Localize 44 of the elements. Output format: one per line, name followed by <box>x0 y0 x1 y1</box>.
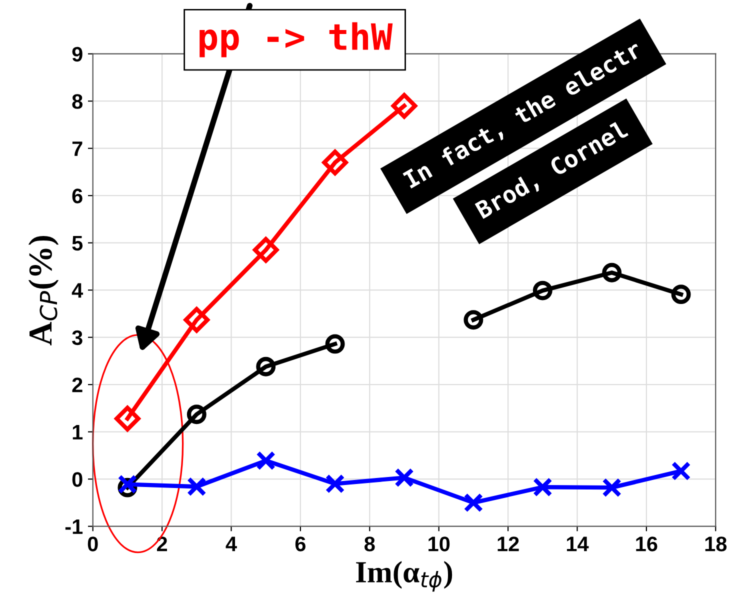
y-tick-label: 0 <box>72 472 82 487</box>
y-tick-label: 5 <box>72 236 83 251</box>
point <box>394 468 414 488</box>
point <box>464 310 484 330</box>
point <box>325 474 345 494</box>
point <box>186 476 206 496</box>
y-tick-label: 4 <box>72 283 84 298</box>
point <box>671 284 691 304</box>
point <box>256 450 276 470</box>
point <box>252 237 279 263</box>
point <box>532 280 552 300</box>
y-tick-label: 7 <box>72 142 82 156</box>
y-axis-title: A$_{CP}$(%) <box>28 236 59 346</box>
point <box>186 404 206 424</box>
point <box>602 478 622 498</box>
y-tick-label: 8 <box>72 94 82 109</box>
x-tick-label: 12 <box>498 536 519 552</box>
point <box>602 262 622 282</box>
point <box>322 150 348 176</box>
point <box>184 306 210 333</box>
point <box>391 92 418 119</box>
point <box>114 406 140 432</box>
x-tick-label: 14 <box>566 536 589 552</box>
point <box>325 334 345 354</box>
x-tick-label: 16 <box>636 536 658 552</box>
y-tick-label: -1 <box>65 520 83 534</box>
y-tick-label: 9 <box>72 46 82 62</box>
y-tick-label: 2 <box>72 378 82 392</box>
x-tick-label: 6 <box>295 536 306 552</box>
annotation: pp -> thW <box>200 22 393 58</box>
y-tick-label: 3 <box>72 330 82 346</box>
x-axis-title: Im(α$_{tϕ}$) <box>356 561 452 592</box>
y-tick-label: 6 <box>72 188 82 204</box>
x-tick-label: 8 <box>364 536 375 552</box>
point <box>532 477 552 497</box>
point <box>118 474 138 494</box>
point <box>256 356 276 376</box>
point <box>464 492 484 512</box>
point <box>671 461 691 481</box>
x-tick-label: 10 <box>428 536 450 552</box>
x-tick-label: 0 <box>88 536 98 552</box>
y-tick-label: 1 <box>72 425 83 440</box>
x-tick-label: 4 <box>226 536 237 552</box>
x-tick-label: 18 <box>705 536 727 552</box>
